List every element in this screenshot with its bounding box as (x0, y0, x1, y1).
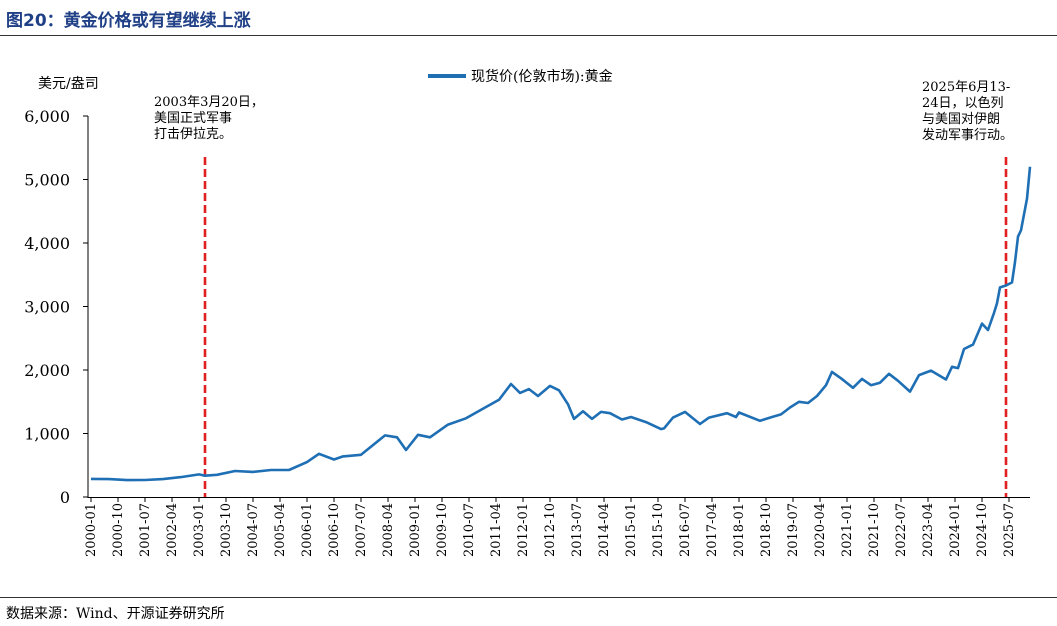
x-tick-label: 2019-07 (786, 503, 801, 557)
x-tick-label: 2021-01 (840, 503, 855, 557)
top-rule (0, 35, 1057, 36)
x-tick-label: 2016-07 (678, 503, 693, 557)
x-tick-label: 2025-07 (1002, 503, 1017, 557)
gold-price-series-line (90, 166, 1032, 482)
x-tick-label: 2023-04 (921, 503, 936, 557)
y-tick-label: 1,000 (24, 425, 70, 444)
bottom-rule (0, 597, 1057, 598)
y-tick-label: 6,000 (24, 107, 70, 126)
x-tick-label: 2020-04 (813, 503, 828, 557)
event-markers (203, 157, 1008, 497)
y-ticks: 0 1,000 2,000 3,000 4,000 5,000 6,000 (24, 107, 88, 507)
event-annotation-line: 打击伊拉克。 (154, 127, 232, 142)
x-tick-label: 2013-07 (570, 503, 585, 557)
x-tick-label: 2018-01 (732, 503, 747, 557)
x-tick-label: 2000-01 (84, 503, 99, 557)
x-tick-label: 2012-01 (516, 503, 531, 557)
x-tick-label: 2015-01 (624, 503, 639, 557)
event-annotation-line: 2003年3月20日， (154, 95, 264, 110)
x-tick-label: 2002-04 (165, 503, 180, 557)
event-annotation-line: 2025年6月13- (922, 80, 1010, 95)
x-tick-label: 2024-10 (975, 503, 990, 557)
x-tick-label: 2018-10 (759, 503, 774, 557)
x-tick-label: 2012-10 (543, 503, 558, 557)
figure-title: 图20：黄金价格或有望继续上涨 (6, 11, 251, 31)
x-ticks: 2000-01 2000-10 2001-07 2002-04 2003-01 2003-… (84, 497, 1017, 557)
event-annotation-line: 24日，以色列 (922, 95, 1004, 111)
y-tick-label: 2,000 (24, 361, 70, 380)
x-tick-label: 2017-04 (705, 503, 720, 557)
x-tick-label: 2010-07 (462, 503, 477, 557)
x-tick-label: 2022-07 (894, 503, 909, 557)
x-tick-label: 2006-01 (300, 503, 315, 557)
x-tick-label: 2005-04 (273, 503, 288, 557)
x-tick-label: 2024-01 (948, 503, 963, 557)
legend-label: 现货价(伦敦市场):黄金 (471, 68, 613, 85)
x-tick-label: 2009-10 (435, 503, 450, 557)
y-tick-label: 5,000 (24, 171, 70, 190)
x-tick-label: 2009-01 (408, 503, 423, 557)
x-tick-label: 2000-10 (111, 503, 126, 557)
y-tick-label: 0 (60, 488, 70, 507)
y-tick-label: 3,000 (24, 298, 70, 317)
x-tick-label: 2007-07 (354, 503, 369, 557)
x-tick-label: 2008-04 (381, 503, 396, 557)
event-annotation-line: 与美国对伊朗 (922, 112, 1000, 127)
x-tick-label: 2004-07 (246, 503, 261, 557)
event-annotation-line: 美国正式军事 (154, 111, 232, 126)
legend: 现货价(伦敦市场):黄金 (428, 68, 613, 85)
y-axis-unit-label: 美元/盎司 (38, 76, 99, 92)
y-tick-label: 4,000 (24, 234, 70, 253)
event-annotation-line: 发动军事行动。 (922, 127, 1013, 143)
x-tick-label: 2014-04 (597, 503, 612, 557)
x-tick-label: 2003-01 (192, 503, 207, 557)
x-tick-label: 2011-04 (489, 503, 504, 557)
x-tick-label: 2003-10 (219, 503, 234, 557)
x-tick-label: 2006-10 (327, 503, 342, 557)
x-tick-label: 2021-10 (867, 503, 882, 557)
x-tick-label: 2001-07 (138, 503, 153, 557)
data-source-note: 数据来源：Wind、开源证券研究所 (6, 606, 225, 622)
x-tick-label: 2015-10 (651, 503, 666, 557)
